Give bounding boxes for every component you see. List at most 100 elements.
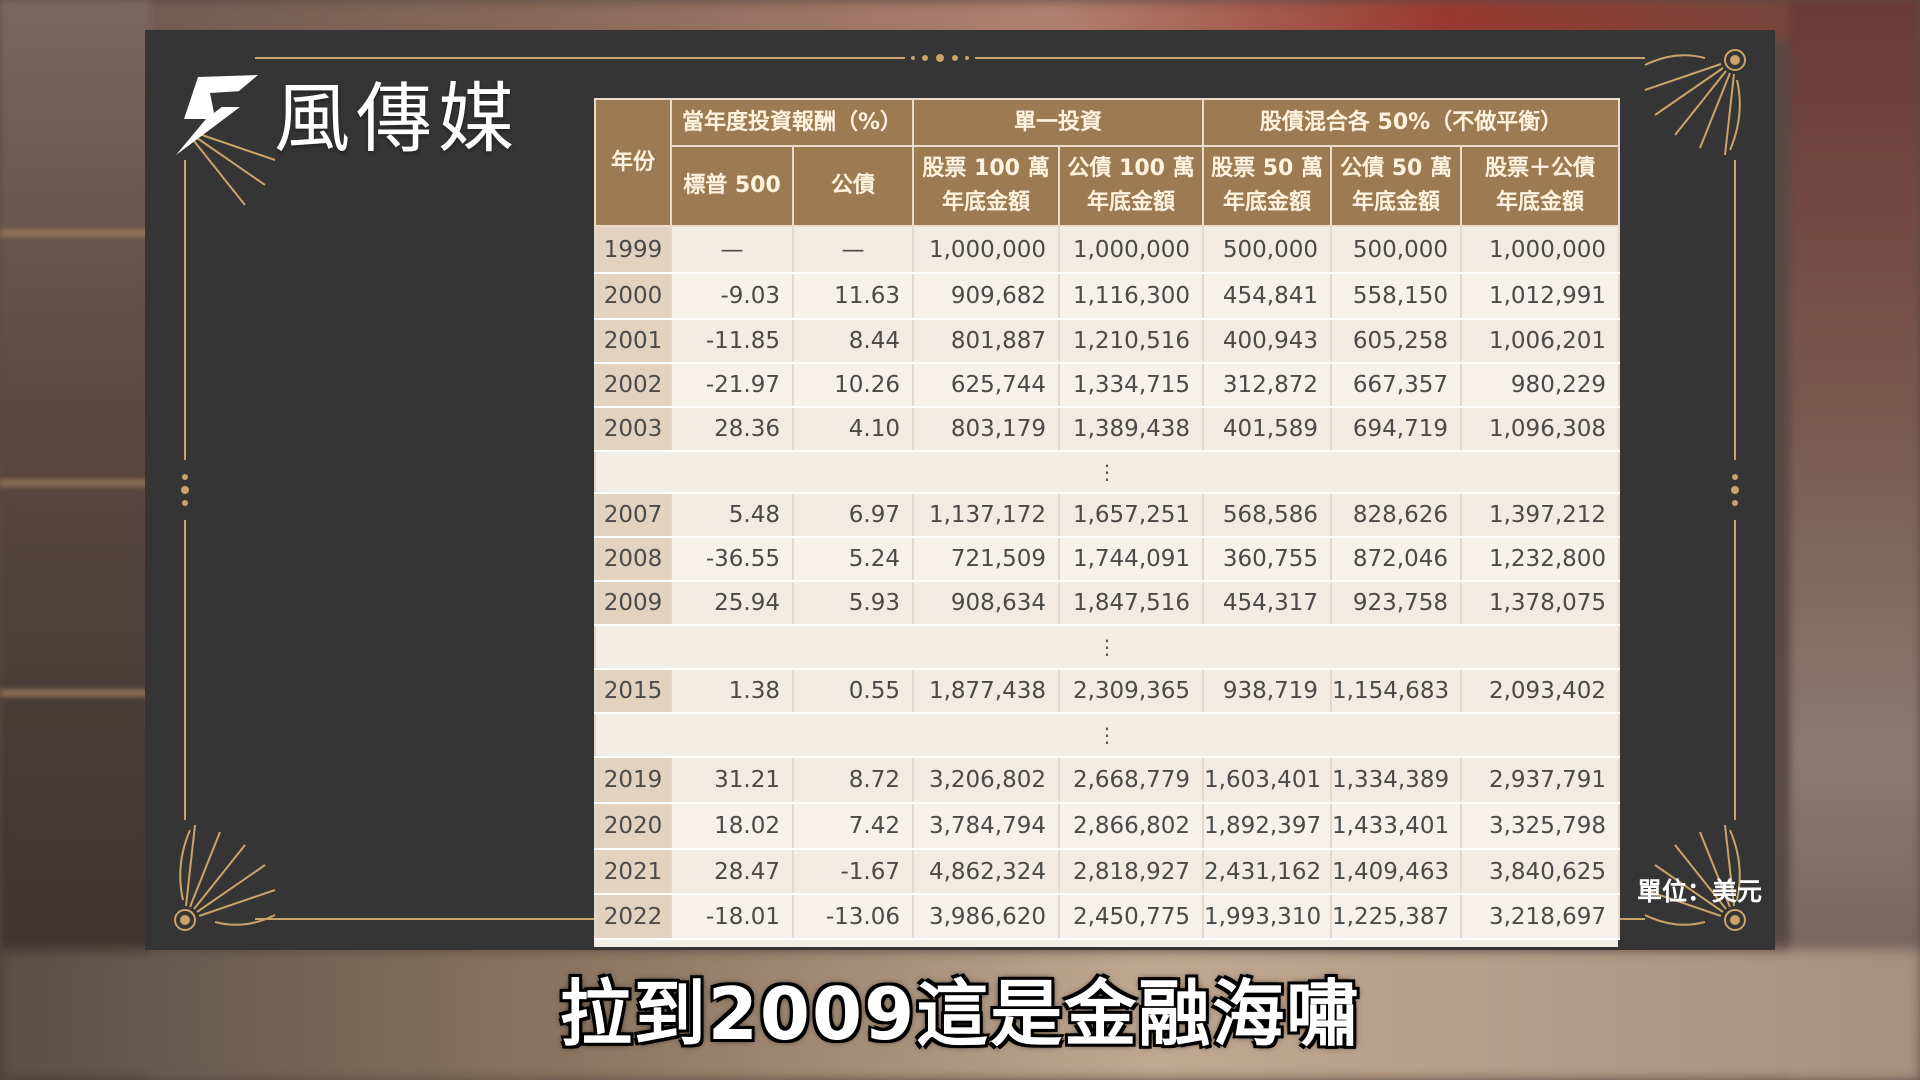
header-stock100: 股票 100 萬年底金額 — [912, 145, 1061, 227]
returns-table: 年份 當年度投資報酬（%） 單一投資 股債混合各 50%（不做平衡） 標普 50… — [593, 98, 1621, 947]
cell-year: 1999 — [594, 226, 672, 274]
cell-sp500-return: -11.85 — [670, 319, 794, 364]
cell-stock50-amount: 1,603,401 — [1202, 757, 1333, 804]
table-gap-row: ⋮ — [593, 451, 1621, 494]
cell-sp500-return: 1.38 — [670, 669, 794, 714]
cell-stock50-amount: 938,719 — [1202, 669, 1333, 714]
header-total-line2: 年底金額 — [1496, 190, 1585, 215]
cell-bond50-amount: 1,334,389 — [1330, 757, 1463, 804]
cell-bond-return: 8.72 — [791, 757, 915, 804]
header-bond: 公債 — [791, 145, 915, 227]
cell-year: 2000 — [594, 273, 672, 320]
cell-bond-return: 6.97 — [791, 493, 915, 538]
ellipsis-cell: ⋮ — [593, 451, 1621, 494]
cell-bond100-amount: 1,847,516 — [1058, 581, 1205, 626]
cell-year: 2020 — [594, 803, 672, 850]
table-row: 2008 -36.55 5.24 721,509 1,744,091 360,755 872… — [594, 537, 1621, 582]
background-shelf — [0, 690, 150, 696]
cell-bond-return: 8.44 — [791, 319, 915, 364]
slide-panel: 風傳媒 年份 當年度投資報酬（%） 單一投資 股債混合各 50%（不做平衡） 標… — [145, 30, 1775, 950]
cell-bond100-amount: 2,309,365 — [1058, 669, 1205, 714]
background-shelf — [0, 480, 150, 486]
header-bond50-line1: 公債 50 萬 — [1340, 156, 1452, 181]
cell-total-amount: 1,006,201 — [1460, 319, 1621, 364]
header-bond50-line2: 年底金額 — [1352, 190, 1441, 215]
cell-sp500-return: -9.03 — [670, 273, 794, 320]
cell-bond100-amount: 1,000,000 — [1058, 226, 1205, 274]
cell-total-amount: 2,937,791 — [1460, 757, 1621, 804]
cell-sp500-return: -36.55 — [670, 537, 794, 582]
video-subtitle: 拉到2009這是金融海嘯 — [559, 972, 1361, 1056]
cell-bond50-amount: 1,433,401 — [1330, 803, 1463, 850]
cell-sp500-return: 25.94 — [670, 581, 794, 626]
cell-total-amount: 1,012,991 — [1460, 273, 1621, 320]
background-right — [1790, 0, 1920, 1080]
cell-stock50-amount: 400,943 — [1202, 319, 1333, 364]
header-stock100-line2: 年底金額 — [942, 190, 1031, 215]
cell-total-amount: 980,229 — [1460, 363, 1621, 408]
cell-stock50-amount: 568,586 — [1202, 493, 1333, 538]
header-stock50: 股票 50 萬年底金額 — [1202, 145, 1333, 227]
cell-stock50-amount: 401,589 — [1202, 407, 1333, 452]
cell-stock50-amount: 454,317 — [1202, 581, 1333, 626]
header-group-return: 當年度投資報酬（%） — [669, 98, 915, 147]
cell-bond-return: 10.26 — [791, 363, 915, 408]
cell-bond100-amount: 2,450,775 — [1058, 894, 1205, 940]
table-row: 2000 -9.03 11.63 909,682 1,116,300 454,841 558… — [594, 273, 1621, 320]
cell-stock100-amount: 721,509 — [912, 537, 1061, 582]
cell-total-amount: 1,096,308 — [1460, 407, 1621, 452]
cell-year: 2019 — [594, 757, 672, 804]
cell-year: 2022 — [594, 894, 672, 940]
table-row: 2019 31.21 8.72 3,206,802 2,668,779 1,603,401… — [594, 757, 1621, 804]
background-left — [0, 0, 150, 1080]
cell-year: 2001 — [594, 319, 672, 364]
header-bond100-line2: 年底金額 — [1087, 190, 1176, 215]
cell-stock50-amount: 1,993,310 — [1202, 894, 1333, 940]
cell-sp500-return: 31.21 — [670, 757, 794, 804]
cell-bond50-amount: 872,046 — [1330, 537, 1463, 582]
cell-bond-return: — — [791, 226, 915, 274]
table-row: 2003 28.36 4.10 803,179 1,389,438 401,589 694,… — [594, 407, 1621, 452]
cell-bond50-amount: 500,000 — [1330, 226, 1463, 274]
cell-stock100-amount: 3,986,620 — [912, 894, 1061, 940]
cell-bond50-amount: 605,258 — [1330, 319, 1463, 364]
brand-name: 風傳媒 — [274, 74, 520, 163]
cell-stock50-amount: 500,000 — [1202, 226, 1333, 274]
background-shelf — [0, 230, 150, 236]
table-row: 2022 -18.01 -13.06 3,986,620 2,450,775 1,993,… — [594, 894, 1621, 940]
brand-logo: 風傳媒 — [170, 62, 520, 163]
cell-bond50-amount: 923,758 — [1330, 581, 1463, 626]
cell-stock100-amount: 3,784,794 — [912, 803, 1061, 850]
table-row: 2002 -21.97 10.26 625,744 1,334,715 312,872 66… — [594, 363, 1621, 408]
cell-year: 2003 — [594, 407, 672, 452]
cell-stock100-amount: 801,887 — [912, 319, 1061, 364]
cell-total-amount: 3,325,798 — [1460, 803, 1621, 850]
header-year: 年份 — [594, 98, 672, 227]
cell-bond100-amount: 1,744,091 — [1058, 537, 1205, 582]
cell-total-amount: 1,232,800 — [1460, 537, 1621, 582]
header-stock50-line2: 年底金額 — [1223, 190, 1312, 215]
cell-sp500-return: -18.01 — [670, 894, 794, 940]
table-row: 2015 1.38 0.55 1,877,438 2,309,365 938,719 1,1… — [594, 669, 1621, 714]
cell-sp500-return: 28.36 — [670, 407, 794, 452]
cell-sp500-return: -21.97 — [670, 363, 794, 408]
table-row: 2009 25.94 5.93 908,634 1,847,516 454,317 923,… — [594, 581, 1621, 626]
ellipsis-cell: ⋮ — [593, 625, 1621, 670]
cell-total-amount: 1,378,075 — [1460, 581, 1621, 626]
cell-bond-return: 0.55 — [791, 669, 915, 714]
cell-stock100-amount: 909,682 — [912, 273, 1061, 320]
table-row: 2020 18.02 7.42 3,784,794 2,866,802 1,892,397… — [594, 803, 1621, 850]
cell-bond100-amount: 1,210,516 — [1058, 319, 1205, 364]
unit-note: 單位：美元 — [1637, 877, 1763, 906]
cell-stock50-amount: 2,431,162 — [1202, 849, 1333, 895]
cell-bond50-amount: 694,719 — [1330, 407, 1463, 452]
header-bond50: 公債 50 萬年底金額 — [1330, 145, 1463, 227]
cell-stock100-amount: 803,179 — [912, 407, 1061, 452]
header-group-mixed: 股債混合各 50%（不做平衡） — [1202, 98, 1621, 147]
cell-sp500-return: 5.48 — [670, 493, 794, 538]
cell-year: 2008 — [594, 537, 672, 582]
cell-stock100-amount: 1,000,000 — [912, 226, 1061, 274]
cell-bond-return: -1.67 — [791, 849, 915, 895]
cell-bond100-amount: 1,116,300 — [1058, 273, 1205, 320]
